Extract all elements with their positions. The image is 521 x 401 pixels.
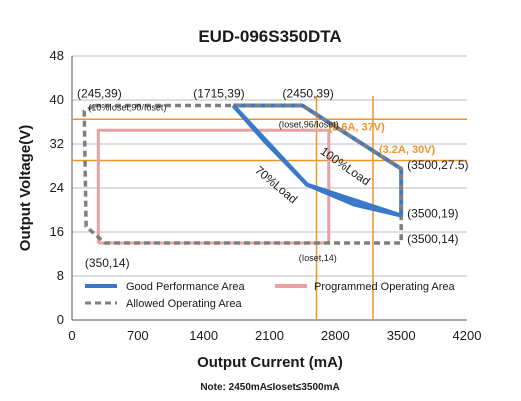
annotation-7: 100%Load (318, 144, 373, 188)
y-tick-24: 24 (50, 180, 64, 195)
y-tick-labels: 0 8 16 24 32 40 48 (50, 48, 64, 327)
series-good-performance-inner-curve (231, 104, 402, 218)
y-tick-48: 48 (50, 48, 64, 63)
y-axis-label: Output Voltage(V) (17, 125, 34, 251)
annotation-5: (Ioset,96/Ioset) (279, 119, 339, 129)
x-tick-4200: 4200 (453, 328, 482, 343)
x-tick-2100: 2100 (255, 328, 284, 343)
annotation-1: (1715,39) (193, 87, 244, 101)
x-tick-0: 0 (68, 328, 75, 343)
annotation-13: (350,14) (85, 256, 130, 270)
annotation-6: (3.2A, 30V) (379, 144, 436, 156)
annotation-3: (2.6A, 37V) (329, 122, 386, 134)
x-axis-label: Output Current (mA) (197, 354, 343, 371)
y-tick-0: 0 (57, 312, 64, 327)
annotation-10: (3500,19) (407, 207, 458, 221)
chart-title: EUD-096S350DTA (198, 27, 341, 46)
gridlines (72, 55, 467, 277)
legend-label-good: Good Performance Area (126, 281, 246, 293)
legend: Good Performance Area Programmed Operati… (85, 281, 456, 310)
annotation-12: (Ioset,14) (299, 253, 337, 263)
series-group (72, 96, 467, 320)
series-programmed-operating-area (96, 128, 331, 245)
note-text: Note: 2450mA≤Ioset≤3500mA (200, 382, 339, 393)
x-tick-700: 700 (127, 328, 149, 343)
y-tick-16: 16 (50, 224, 64, 239)
legend-label-programmed: Programmed Operating Area (314, 281, 456, 293)
series-allowed-operating-area (82, 103, 403, 245)
y-tick-40: 40 (50, 92, 64, 107)
annotation-9: (3500,27.5) (407, 158, 468, 172)
legend-label-allowed: Allowed Operating Area (126, 298, 242, 310)
annotation-4: (10%Ioset,90/Ioset) (88, 102, 166, 112)
annotation-0: (245,39) (77, 87, 122, 101)
y-tick-8: 8 (57, 268, 64, 283)
annotation-2: (2450,39) (282, 87, 333, 101)
y-tick-32: 32 (50, 136, 64, 151)
x-tick-2800: 2800 (321, 328, 350, 343)
x-tick-1400: 1400 (189, 328, 218, 343)
annotation-11: (3500,14) (407, 232, 458, 246)
x-tick-labels: 0 700 1400 2100 2800 3500 4200 (68, 328, 481, 343)
x-tick-3500: 3500 (387, 328, 416, 343)
